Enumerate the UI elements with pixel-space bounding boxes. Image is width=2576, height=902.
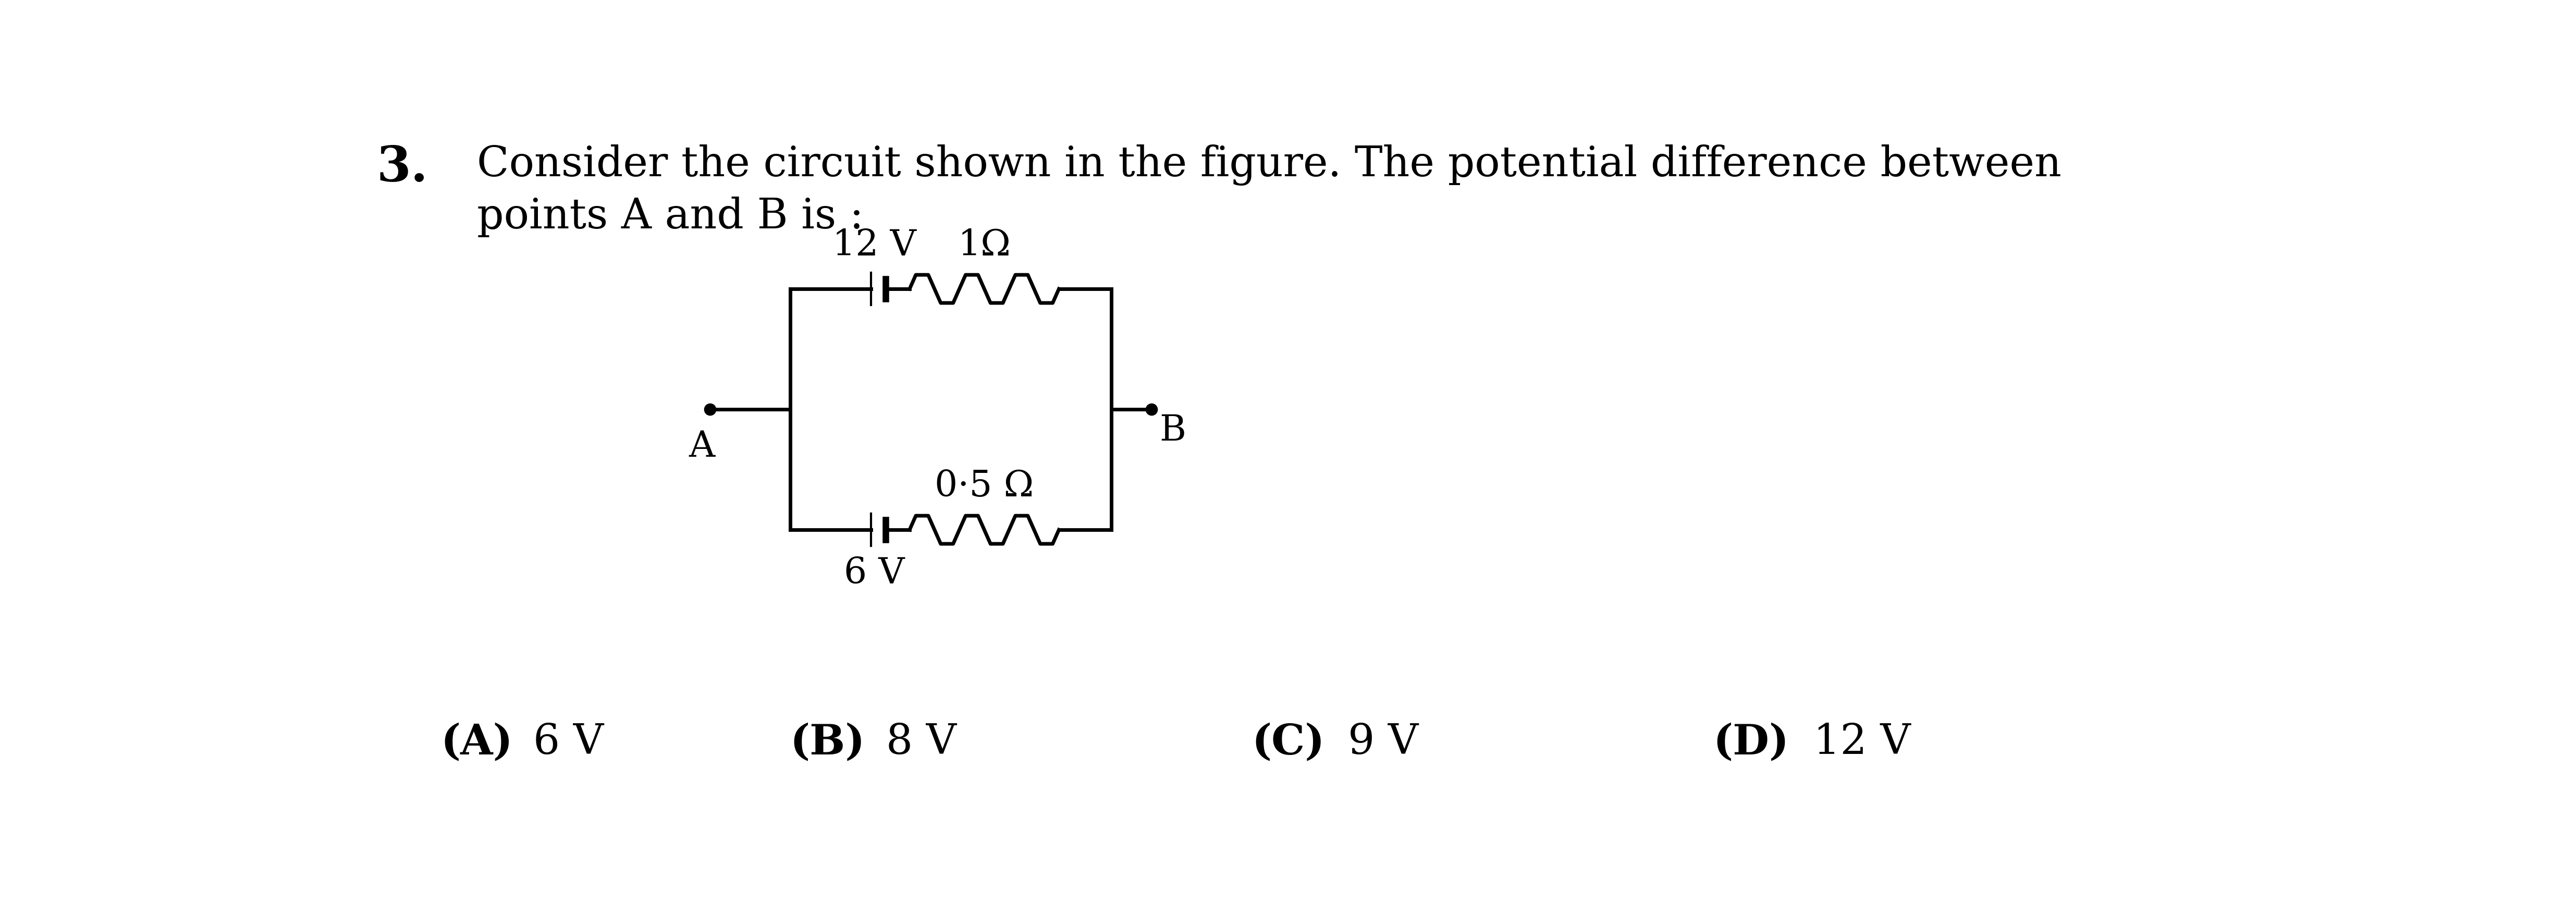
Text: 1Ω: 1Ω (958, 228, 1010, 262)
Text: points A and B is :: points A and B is : (477, 197, 863, 237)
Text: 8 V: 8 V (886, 723, 956, 763)
Text: 12 V: 12 V (1814, 723, 1911, 763)
Text: 0·5 Ω: 0·5 Ω (935, 469, 1033, 503)
Text: 9 V: 9 V (1347, 723, 1419, 763)
Text: (A): (A) (440, 723, 513, 763)
Text: 6 V: 6 V (533, 723, 603, 763)
Text: Consider the circuit shown in the figure. The potential difference between: Consider the circuit shown in the figure… (477, 144, 2061, 186)
Text: 3.: 3. (376, 144, 428, 191)
Text: 6 V: 6 V (845, 556, 904, 591)
Text: (B): (B) (791, 723, 866, 763)
Text: (D): (D) (1713, 723, 1790, 763)
Text: A: A (688, 429, 714, 464)
Text: B: B (1159, 413, 1185, 448)
Text: 12 V: 12 V (832, 228, 917, 262)
Text: (C): (C) (1252, 723, 1324, 763)
